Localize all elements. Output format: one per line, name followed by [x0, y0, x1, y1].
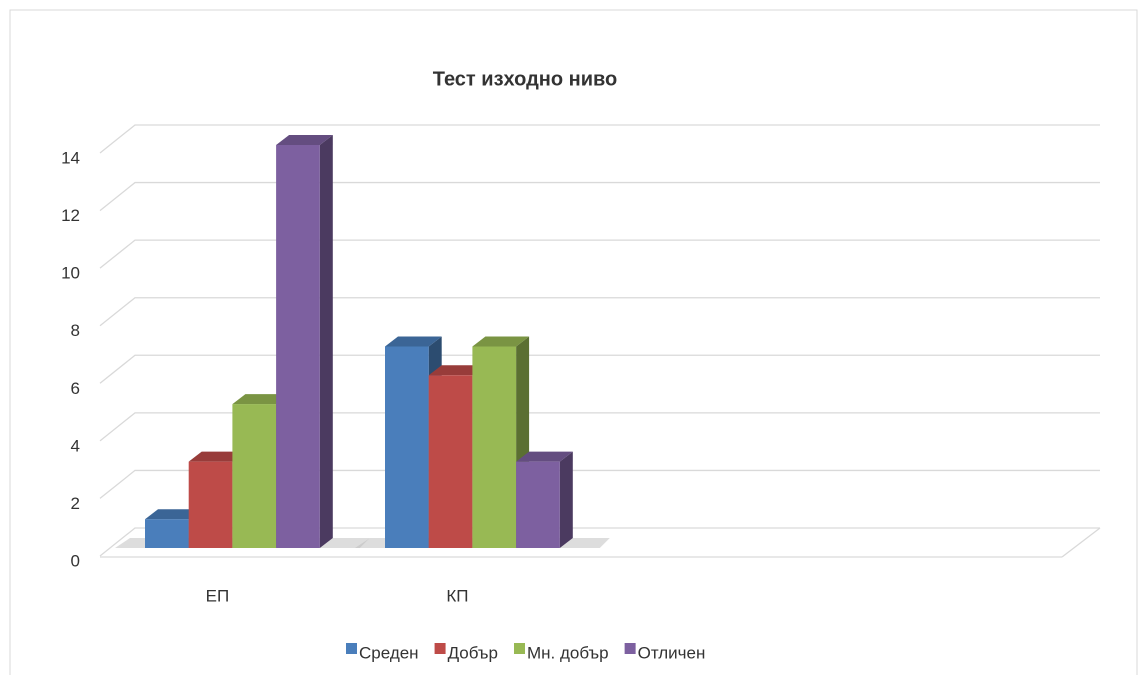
legend-label: Мн. добър [527, 643, 609, 662]
bar [276, 145, 320, 548]
bar-side [319, 135, 333, 548]
y-tick-label: 4 [71, 436, 80, 455]
x-tick-label: ЕП [206, 586, 230, 605]
bar-side [559, 451, 573, 548]
x-tick-label: КП [446, 586, 468, 605]
bar [516, 461, 560, 548]
legend-label: Добър [448, 643, 498, 662]
legend-swatch [624, 643, 636, 654]
y-tick-label: 0 [71, 551, 80, 570]
grid-line [99, 354, 1100, 384]
grid-line [99, 412, 1100, 442]
y-tick-label: 10 [61, 264, 80, 283]
grid-line [99, 239, 1100, 269]
bar [145, 519, 189, 548]
legend-label: Отличен [638, 643, 706, 662]
legend-swatch [514, 643, 525, 654]
grid-line [99, 527, 1100, 557]
legend-swatch [434, 643, 446, 654]
bar-top [385, 336, 442, 347]
chart-title: Тест изходно ниво [433, 68, 618, 90]
bar [232, 404, 277, 548]
bar-top [188, 451, 246, 462]
y-tick-label: 8 [71, 321, 80, 340]
y-tick-label: 6 [71, 379, 80, 398]
bar-top [472, 336, 530, 347]
y-tick-label: 14 [61, 148, 80, 167]
chart-border [9, 9, 1138, 675]
floor-line [1061, 527, 1101, 558]
grid-line [99, 297, 1100, 327]
legend-swatch [346, 643, 357, 654]
y-tick-label: 2 [71, 494, 80, 513]
bar-top [428, 365, 486, 376]
bar [472, 346, 517, 548]
y-tick-label: 12 [61, 206, 80, 225]
grid-line [99, 469, 1100, 499]
legend-label: Среден [359, 643, 419, 662]
bar-top [276, 135, 333, 145]
bar-top [516, 451, 573, 462]
grid-line [99, 124, 1100, 154]
bar-top [232, 394, 290, 405]
bar [385, 346, 429, 548]
bar [428, 375, 473, 548]
bar-top [145, 509, 202, 520]
bar [188, 461, 233, 548]
grid-line [99, 181, 1100, 212]
